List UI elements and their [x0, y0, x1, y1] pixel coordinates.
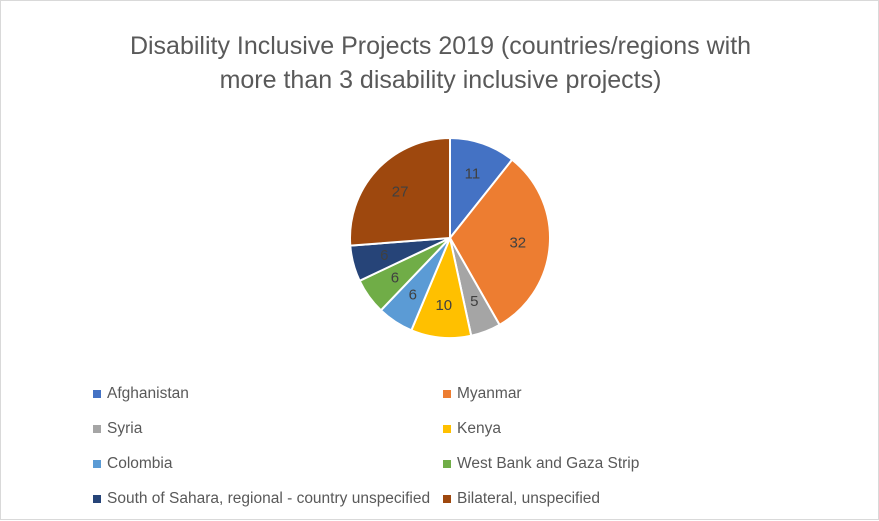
pie-data-label-1: 32 — [509, 235, 526, 252]
chart-legend: Afghanistan Myanmar Syria Kenya Colombia West… — [93, 381, 793, 516]
pie-data-label-0: 11 — [465, 165, 481, 182]
pie-data-label-5: 6 — [391, 269, 399, 286]
legend-swatch-5 — [443, 460, 451, 468]
legend-swatch-3 — [443, 425, 451, 433]
legend-swatch-2 — [93, 425, 101, 433]
chart-title-line-1: Disability Inclusive Projects 2019 (coun… — [129, 32, 752, 60]
legend-item-1: Myanmar — [443, 384, 522, 404]
chart-title: Disability Inclusive Projects 2019 (coun… — [1, 29, 879, 97]
legend-item-7: Bilateral, unspecified — [443, 489, 600, 509]
legend-item-4: Colombia — [93, 454, 172, 474]
legend-item-0: Afghanistan — [93, 384, 189, 404]
legend-label-1: Myanmar — [457, 385, 522, 402]
legend-swatch-0 — [93, 390, 101, 398]
legend-label-3: Kenya — [457, 420, 501, 437]
chart-title-line-2: more than 3 disability inclusive project… — [219, 66, 662, 94]
legend-swatch-6 — [93, 495, 101, 503]
pie-data-label-7: 27 — [392, 183, 409, 200]
pie-slice-7 — [349, 137, 451, 247]
legend-item-5: West Bank and Gaza Strip — [443, 454, 639, 474]
legend-swatch-4 — [93, 460, 101, 468]
pie-slice-0 — [449, 137, 514, 239]
legend-item-6: South of Sahara, regional - country unsp… — [93, 489, 430, 509]
legend-swatch-1 — [443, 390, 451, 398]
legend-item-2: Syria — [93, 419, 142, 439]
pie-slice-1 — [449, 158, 552, 326]
pie-data-label-3: 10 — [435, 297, 452, 314]
legend-label-6: South of Sahara, regional - country unsp… — [107, 490, 431, 507]
pie-data-label-4: 6 — [409, 286, 417, 303]
legend-item-3: Kenya — [443, 419, 501, 439]
legend-label-5: West Bank and Gaza Strip — [457, 455, 640, 472]
legend-label-7: Bilateral, unspecified — [457, 490, 601, 507]
legend-label-0: Afghanistan — [107, 385, 189, 402]
legend-swatch-7 — [443, 495, 451, 503]
legend-label-4: Colombia — [107, 455, 173, 472]
pie-data-label-2: 5 — [470, 293, 478, 310]
legend-label-2: Syria — [107, 420, 143, 437]
pie-data-label-6: 6 — [380, 247, 388, 264]
pie-slices — [349, 137, 552, 339]
